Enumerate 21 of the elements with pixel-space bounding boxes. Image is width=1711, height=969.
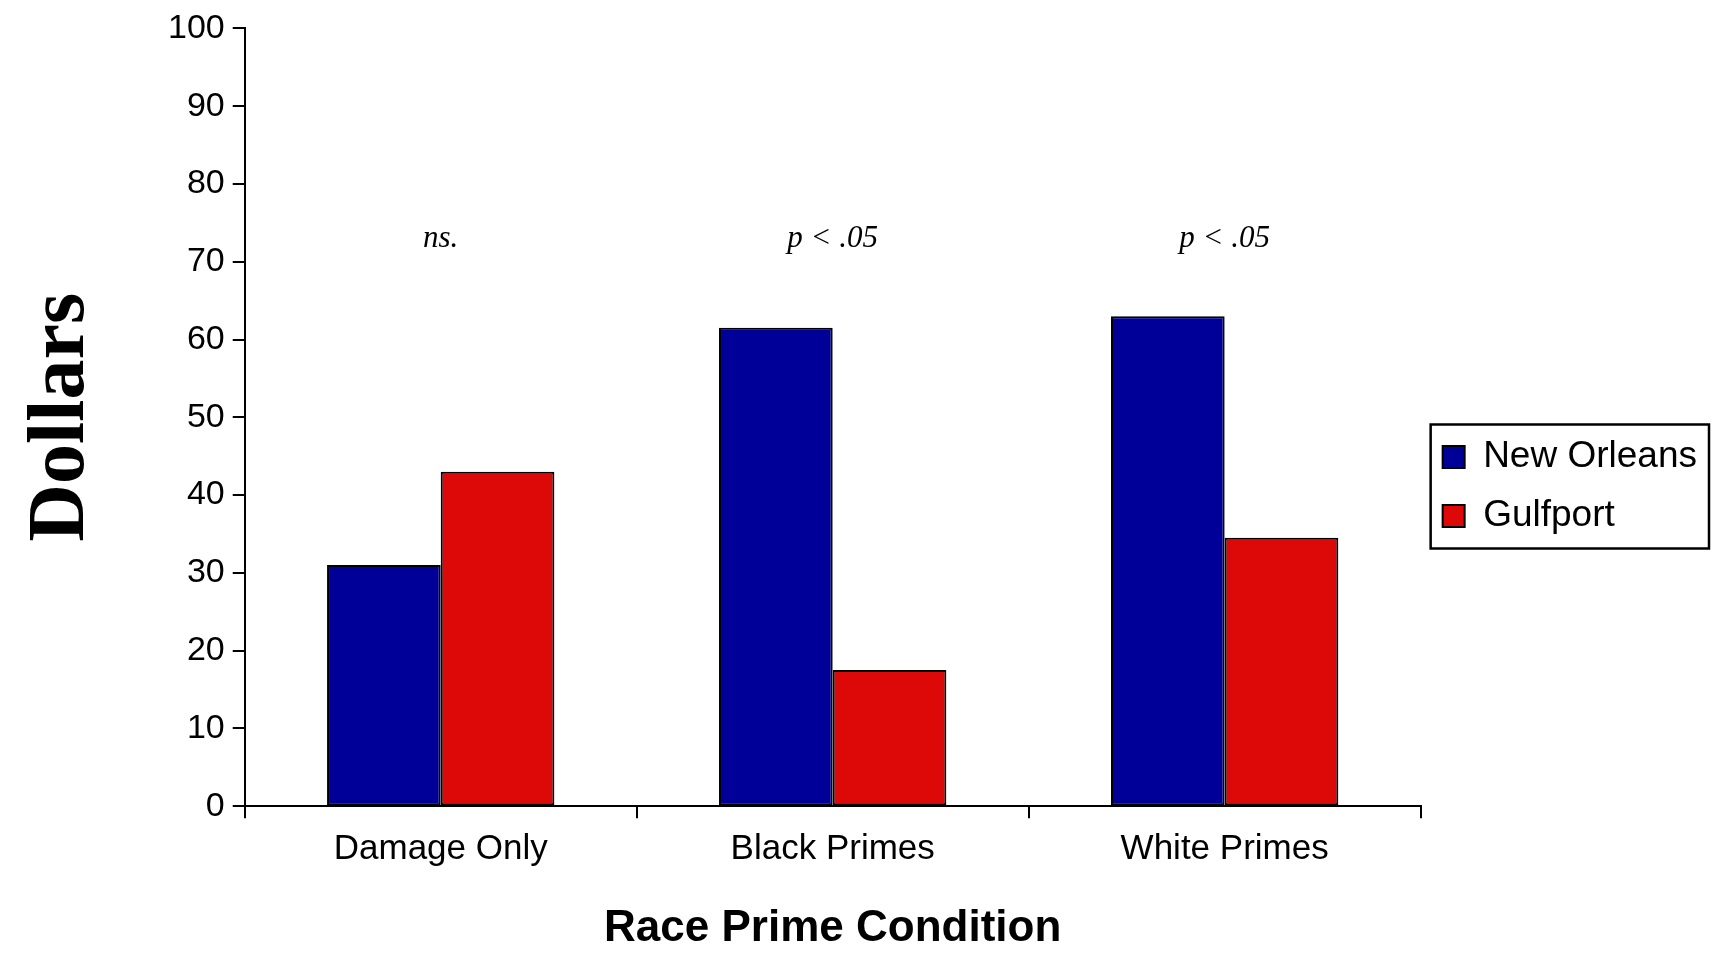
y-tick-label: 90: [186, 84, 225, 123]
y-tick-label: 10: [186, 706, 225, 745]
annotation: ns.: [423, 218, 459, 254]
y-tick-label: 30: [186, 551, 225, 590]
x-tick-label: Black Primes: [730, 826, 935, 866]
y-tick-label: 20: [186, 629, 225, 668]
y-tick-label: 80: [186, 162, 225, 201]
y-tick-label: 60: [186, 317, 225, 356]
y-tick-label: 0: [205, 784, 225, 823]
y-tick-label: 100: [167, 6, 225, 45]
legend-label: Gulfport: [1483, 493, 1616, 535]
x-axis-title: Race Prime Condition: [604, 900, 1062, 950]
y-tick-label: 50: [186, 395, 225, 434]
y-axis-title: Dollars: [11, 292, 100, 542]
y-tick-label: 40: [186, 473, 225, 512]
annotation: p < .05: [1177, 218, 1270, 254]
x-tick-label: Damage Only: [333, 826, 549, 866]
annotation: p < .05: [785, 218, 879, 254]
legend-label: New Orleans: [1483, 434, 1698, 476]
x-tick-label: White Primes: [1120, 826, 1329, 866]
y-tick-label: 70: [186, 240, 225, 279]
